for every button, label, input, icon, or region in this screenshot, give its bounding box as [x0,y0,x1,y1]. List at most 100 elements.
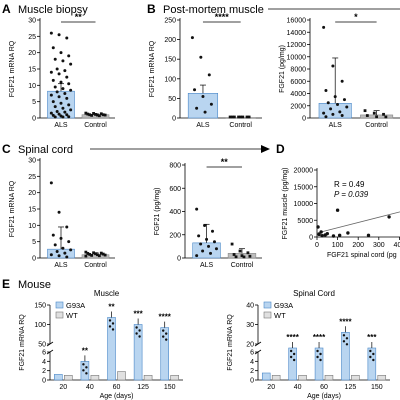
y-tick-label-c2: 0 [177,256,181,263]
data-point-c1-als [49,253,53,257]
data-point-c2-control [248,254,252,258]
data-point-a-als [55,67,59,71]
data-point-c1-control [101,252,105,256]
y-tick-label-a: 10 [28,83,36,90]
significance-label-e1: ** [82,346,89,355]
data-point-e2 [372,358,375,362]
y-tick-label-b2: 16000 [287,18,307,25]
data-point-c2-als [205,237,209,241]
data-point-e2 [342,340,346,343]
significance-label-e2: **** [313,333,326,342]
bar-e2-g93a-20 [261,372,271,381]
y-tick-label-b2: 6000 [290,79,306,86]
data-point-a-control [103,113,107,117]
data-point-c1-control [96,253,99,257]
data-point-c2-als [195,207,199,211]
panel-title-e: Mouse [18,279,51,291]
data-point-a-als [53,85,57,89]
data-point-a-als [57,72,61,76]
data-point-a-als [61,106,65,110]
data-point-e2 [372,352,375,356]
scatter-point-d [319,230,323,234]
data-point-c1-als [65,225,69,229]
x-tick-label-e1: 125 [137,384,149,391]
significance-label-a: ** [75,12,83,22]
data-point-e2 [369,349,372,353]
data-point-b2-als [340,114,344,118]
y-tick-label-d: 0 [309,235,313,242]
data-point-b2-control [363,109,367,113]
x-tick-label-e2: 60 [320,384,328,391]
data-point-e2 [369,355,372,359]
data-point-e2 [319,352,322,356]
y-tick-label-c2: 200 [169,232,181,239]
data-point-b2-als [333,95,337,99]
data-point-a-als [63,92,67,95]
bar-e1-wt-40 [90,375,100,381]
y-tick-label-c1: 0 [32,256,36,263]
data-point-e1 [82,363,85,366]
data-point-a-als [53,115,57,119]
data-point-a-als [57,33,61,37]
stat-p-d: P = 0.039 [334,190,369,199]
data-point-a-als [69,62,73,66]
data-point-a-als [67,103,71,107]
data-point-e2 [319,358,322,362]
bar-e2-wt-60 [324,375,334,381]
y-tick-label-d: 5000 [297,218,313,225]
x-tick-label-a-als: ALS [54,122,68,129]
data-point-a-als [65,113,69,117]
data-point-b2-als [331,64,335,68]
data-point-b2-als [329,107,333,111]
data-point-a-als [59,80,63,84]
panel-label-b: B [147,2,156,16]
y-axis-label-c1: FGF21 mRNA RQ [9,180,16,237]
x-tick-label-c1-control: Control [84,262,107,269]
data-point-c2-control [234,255,238,259]
data-point-b1-control [245,115,249,119]
data-point-c1-control [90,253,94,257]
x-tick-label-e2: 40 [294,384,302,391]
data-point-a-als [49,31,53,35]
stat-r-d: R = 0.49 [334,180,365,189]
data-point-b1-als [201,94,205,98]
bar-e1-wt-125 [143,375,153,381]
data-point-a-control [101,113,105,117]
data-point-a-control [90,113,94,117]
x-tick-label-c2-als: ALS [200,262,214,269]
y-tick-label-e2: 20 [246,342,254,349]
y-tick-label-b1: 200 [164,37,176,44]
bar-e1-g93a-20 [54,374,63,381]
data-point-e1 [162,329,165,332]
data-point-c1-als [51,233,55,237]
data-point-c1-control [94,252,97,256]
y-tick-label-b1: 50 [168,96,176,103]
bar-e1-wt-150 [170,375,179,381]
data-point-b1-als [209,102,213,106]
y-tick-label-c1: 5 [32,239,36,246]
x-tick-label-b1-control: Control [229,122,252,129]
y-tick-label-a: 20 [28,50,36,57]
data-point-b2-als [345,105,349,109]
data-point-c1-control [97,254,101,258]
y-axis-label-e2: FGF21 mRNA RQ [227,314,234,371]
data-point-c2-als [214,247,218,251]
legend-label-e2-g93a: G93A [274,301,293,310]
data-point-e1 [85,366,88,369]
y-tick-label-e1: 150 [34,303,46,310]
data-point-c1-als [67,240,71,244]
y-tick-label-d: 20000 [294,168,314,175]
y-tick-label-e2: 0 [250,378,254,385]
x-axis-label-d: FGF21 spinal cord (pg [327,252,397,259]
scatter-point-d [337,233,342,238]
y-tick-label-e1: 0 [42,378,46,385]
y-tick-label-c1: 20 [28,190,36,197]
data-point-c1-als [61,246,65,250]
x-tick-label-d: 0 [315,242,319,249]
data-point-b2-als [342,98,346,102]
data-point-a-als [63,110,67,114]
y-axis-label-e1: FGF21 mRNA RQ [19,314,26,371]
chart-title-e1: Muscle [94,289,120,298]
legend-swatch-e1-wt [55,311,64,319]
